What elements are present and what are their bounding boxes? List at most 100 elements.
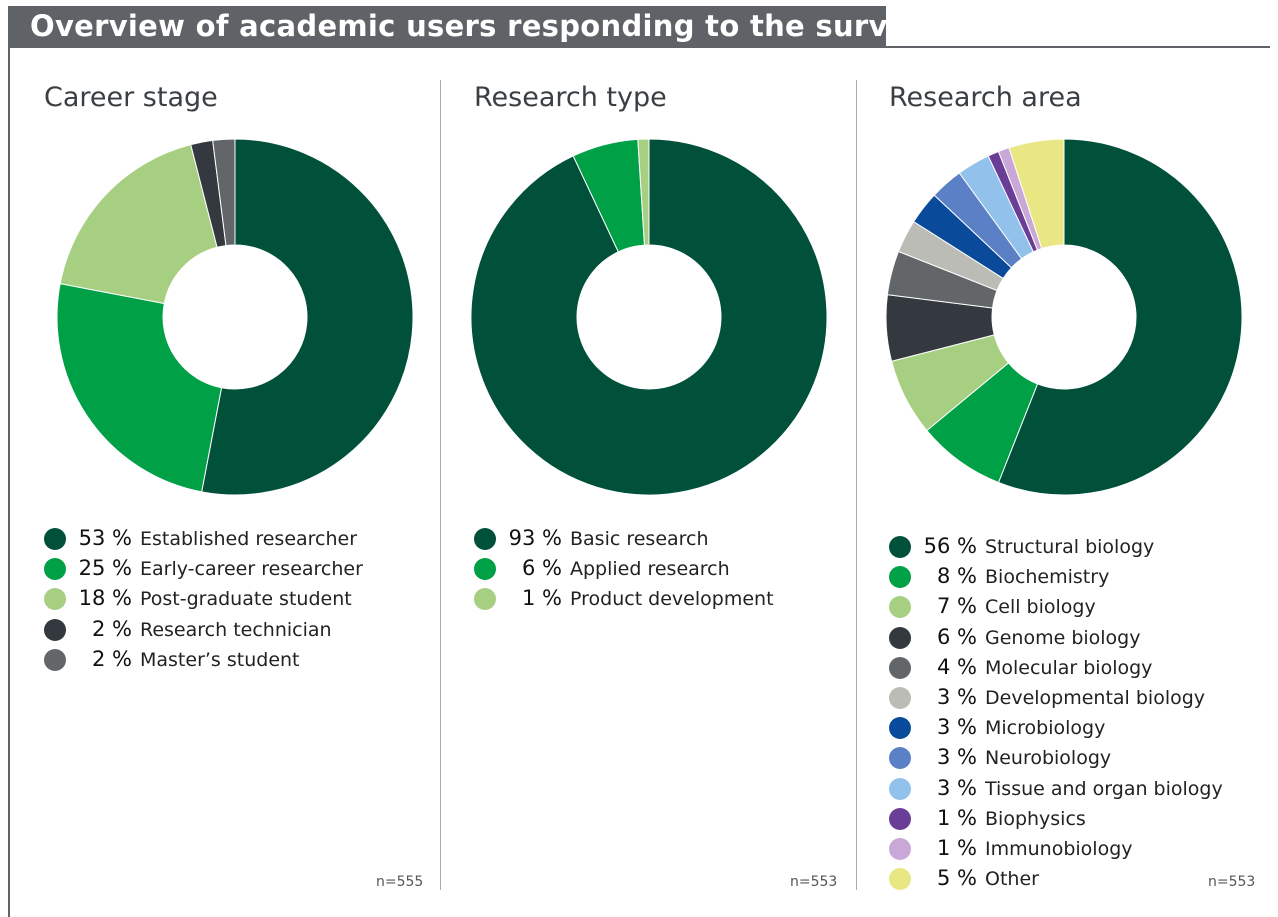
panel-career-stage: Career stage 53 % Established researcher 2…: [0, 0, 440, 917]
legend-item-neurobiology: 3 % Neurobiology: [889, 745, 1259, 775]
legend-value: 3 %: [937, 745, 977, 770]
legend-swatch: [889, 747, 911, 770]
header-banner: [8, 6, 886, 48]
legend-value: 6 %: [522, 556, 562, 581]
legend-item-applied-research: 6 % Applied research: [474, 556, 844, 586]
legend-item-molecular-biology: 4 % Molecular biology: [889, 655, 1259, 685]
legend-label: Developmental biology: [985, 686, 1206, 709]
legend-label: Tissue and organ biology: [985, 777, 1223, 800]
legend-swatch: [889, 717, 911, 740]
sample-size-label: n=553: [790, 874, 838, 890]
legend-swatch: [889, 868, 911, 891]
legend-swatch: [44, 648, 66, 671]
legend-label: Early-career researcher: [140, 558, 363, 581]
slice-early-career-researcher: [56, 283, 223, 493]
legend-item-master-s-student: 2 % Master’s student: [44, 647, 434, 677]
legend-swatch: [889, 807, 911, 830]
slice-established-researcher: [201, 138, 414, 496]
legend-value: 25 %: [78, 556, 132, 581]
legend-value: 1 %: [522, 586, 562, 611]
legend-label: Established researcher: [140, 528, 358, 550]
legend-item-product-development: 1 % Product development: [474, 586, 844, 616]
panel-divider: [856, 80, 857, 890]
chart-title: Research type: [474, 82, 667, 113]
sample-size-label: n=553: [1208, 874, 1256, 890]
legend-value: 6 %: [937, 624, 977, 649]
legend-item-established-researcher: 53 % Established researcher: [44, 526, 434, 556]
legend-value: 53 %: [78, 526, 132, 550]
legend-swatch: [889, 596, 911, 619]
legend-value: 4 %: [937, 654, 977, 679]
slice-product-development: [637, 138, 650, 246]
legend-swatch: [889, 837, 911, 860]
legend-item-biochemistry: 8 % Biochemistry: [889, 564, 1259, 594]
panel-divider: [440, 80, 441, 890]
legend-item-other: 5 % Other: [889, 866, 1259, 896]
legend-item-developmental-biology: 3 % Developmental biology: [889, 685, 1259, 715]
legend-swatch: [474, 558, 496, 581]
legend-swatch: [44, 588, 66, 611]
legend-value: 18 %: [78, 586, 132, 611]
page-title: Overview of academic users responding to…: [30, 9, 927, 43]
legend-value: 3 %: [937, 684, 977, 709]
legend-value: 1 %: [937, 805, 977, 830]
legend-value: 7 %: [937, 594, 977, 619]
legend-item-cell-biology: 7 % Cell biology: [889, 594, 1259, 624]
legend-value: 2 %: [92, 646, 132, 671]
chart-title: Career stage: [44, 82, 218, 113]
legend-item-tissue-and-organ-biology: 3 % Tissue and organ biology: [889, 776, 1259, 806]
legend-swatch: [44, 528, 66, 550]
legend-label: Structural biology: [985, 536, 1155, 558]
legend-label: Biochemistry: [985, 566, 1110, 589]
legend-label: Master’s student: [140, 648, 300, 671]
legend-swatch: [474, 528, 496, 550]
panel-research-type: Research type 93 % Basic research 6 % Appli…: [470, 82, 844, 890]
legend-item-biophysics: 1 % Biophysics: [889, 806, 1259, 836]
legend-value: 8 %: [937, 564, 977, 589]
donut-chart: [470, 138, 828, 496]
legend-label: Other: [985, 868, 1039, 891]
legend-label: Molecular biology: [985, 656, 1153, 679]
legend-item-immunobiology: 1 % Immunobiology: [889, 836, 1259, 866]
legend-item-post-graduate-student: 18 % Post-graduate student: [44, 586, 434, 616]
legend-label: Product development: [570, 588, 774, 611]
chart-legend: 56 % Structural biology 8 % Biochemistry 7 %…: [889, 534, 1259, 896]
legend-swatch: [889, 536, 911, 558]
legend-value: 2 %: [92, 616, 132, 641]
donut-chart: [56, 138, 414, 496]
legend-item-structural-biology: 56 % Structural biology: [889, 534, 1259, 564]
slice-post-graduate-student: [59, 143, 218, 305]
legend-item-basic-research: 93 % Basic research: [474, 526, 844, 556]
legend-label: Cell biology: [985, 596, 1096, 619]
legend-swatch: [44, 558, 66, 581]
slice-structural-biology: [997, 138, 1243, 496]
slice-other: [1008, 138, 1065, 250]
legend-value: 93 %: [508, 526, 562, 550]
chart-title: Research area: [889, 82, 1082, 113]
legend-label: Microbiology: [985, 717, 1106, 740]
legend-label: Biophysics: [985, 807, 1086, 830]
chart-legend: 53 % Established researcher 25 % Early-care…: [44, 526, 434, 677]
slice-master-s-student: [212, 138, 236, 247]
legend-swatch: [889, 656, 911, 679]
legend-swatch: [889, 686, 911, 709]
legend-swatch: [889, 626, 911, 649]
legend-label: Immunobiology: [985, 837, 1133, 860]
legend-label: Neurobiology: [985, 747, 1112, 770]
legend-label: Genome biology: [985, 626, 1141, 649]
legend-swatch: [44, 618, 66, 641]
legend-item-genome-biology: 6 % Genome biology: [889, 625, 1259, 655]
slice-basic-research: [470, 138, 828, 496]
legend-label: Research technician: [140, 618, 332, 641]
legend-value: 3 %: [937, 775, 977, 800]
legend-value: 5 %: [937, 866, 977, 891]
legend-swatch: [474, 588, 496, 611]
chart-legend: 93 % Basic research 6 % Applied research 1 %…: [474, 526, 844, 617]
legend-value: 3 %: [937, 715, 977, 740]
legend-label: Applied research: [570, 558, 730, 581]
legend-swatch: [889, 777, 911, 800]
legend-label: Basic research: [570, 528, 709, 550]
legend-swatch: [889, 566, 911, 589]
legend-item-microbiology: 3 % Microbiology: [889, 715, 1259, 745]
legend-value: 1 %: [937, 835, 977, 860]
